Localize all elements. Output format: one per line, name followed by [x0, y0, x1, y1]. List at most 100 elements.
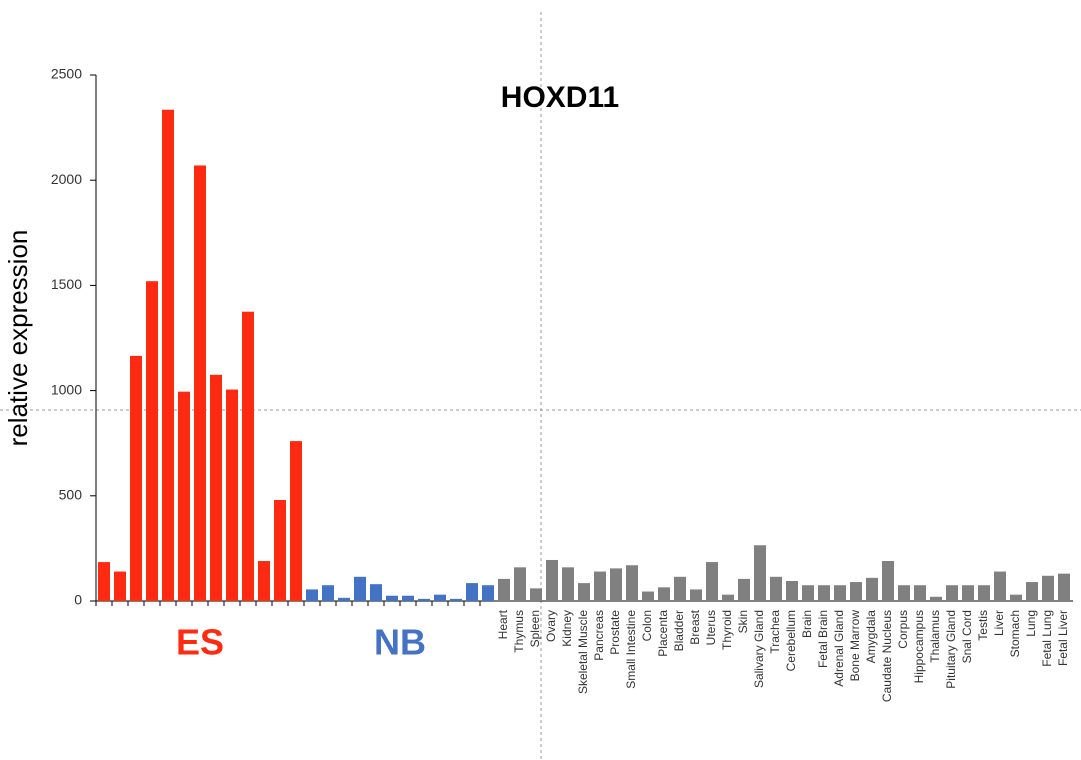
bar: [1042, 575, 1054, 601]
x-tick-label: Testis: [976, 610, 990, 641]
x-tick-label: Small Intestine: [624, 610, 638, 689]
bar: [194, 165, 206, 602]
bar: [1058, 573, 1070, 601]
y-tick-label: 500: [59, 487, 83, 503]
bar: [722, 594, 734, 601]
bar: [130, 355, 142, 601]
bar: [162, 109, 174, 601]
bar: [98, 562, 110, 601]
x-tick-label: Prostate: [608, 610, 622, 655]
bar: [338, 597, 350, 601]
bar: [578, 583, 590, 601]
bar: [898, 585, 910, 601]
bar: [658, 587, 670, 601]
bar: [258, 561, 270, 601]
y-tick-label: 2000: [51, 171, 82, 187]
bar: [626, 565, 638, 601]
bar: [946, 585, 958, 601]
bar: [354, 576, 366, 601]
x-tick-label: Bone Marrow: [848, 610, 862, 682]
bar: [930, 596, 942, 601]
x-tick-label: Skeletal Muscle: [576, 610, 590, 694]
y-tick-label: 2500: [51, 66, 82, 82]
bar: [690, 589, 702, 601]
bar: [514, 567, 526, 601]
x-tick-label: Uterus: [704, 610, 718, 645]
x-tick-label: Trachea: [768, 610, 782, 654]
group-label: NB: [374, 622, 426, 663]
bar: [146, 281, 158, 601]
bar: [818, 585, 830, 601]
bar: [978, 585, 990, 601]
x-tick-label: Snal Cord: [960, 610, 974, 663]
bar: [706, 562, 718, 601]
x-tick-label: Bladder: [672, 610, 686, 651]
y-tick-label: 1500: [51, 276, 82, 292]
x-tick-label: Thalamus: [928, 610, 942, 663]
bar: [802, 585, 814, 601]
bar: [306, 589, 318, 601]
bar: [418, 598, 430, 601]
bar: [530, 588, 542, 601]
bar: [386, 595, 398, 601]
x-tick-label: Brain: [800, 610, 814, 638]
bar: [642, 591, 654, 601]
bar: [450, 598, 462, 601]
bar: [178, 391, 190, 601]
x-tick-label: Thyroid: [720, 610, 734, 650]
bar: [594, 571, 606, 601]
x-tick-label: Kidney: [560, 610, 574, 647]
x-tick-label: Spleen: [528, 610, 542, 647]
bar: [882, 561, 894, 601]
bar: [242, 311, 254, 601]
bar: [850, 582, 862, 601]
x-tick-label: Cerebellum: [784, 610, 798, 671]
x-tick-label: Liver: [992, 610, 1006, 636]
bar: [290, 441, 302, 601]
bar: [434, 594, 446, 601]
bar: [1010, 594, 1022, 601]
x-tick-label: Caudate Nucleus: [880, 610, 894, 702]
bar: [562, 567, 574, 601]
x-tick-label: Amygdala: [864, 610, 878, 664]
x-tick-label: Skin: [736, 610, 750, 633]
x-tick-label: Ovary: [544, 610, 558, 642]
x-tick-label: Fetal Brain: [816, 610, 830, 668]
x-tick-label: Heart: [496, 609, 510, 639]
bar: [786, 581, 798, 601]
x-tick-label: Colon: [640, 610, 654, 641]
x-tick-label: Lung: [1024, 610, 1038, 637]
bar: [770, 576, 782, 601]
x-tick-label: Salivary Gland: [752, 610, 766, 688]
x-tick-label: Corpus: [896, 610, 910, 649]
y-axis-label: relative expression: [3, 230, 33, 447]
bar: [210, 374, 222, 601]
bar: [610, 568, 622, 601]
bar: [498, 578, 510, 601]
bar: [322, 585, 334, 601]
x-tick-label: Fetal Liver: [1056, 610, 1070, 666]
bar: [370, 584, 382, 601]
bar: [226, 389, 238, 601]
bar: [994, 571, 1006, 601]
bar: [482, 585, 494, 601]
x-tick-label: Fetal Lung: [1040, 610, 1054, 667]
bar: [914, 585, 926, 601]
group-label: ES: [176, 622, 224, 663]
bar: [738, 578, 750, 601]
y-tick-label: 1000: [51, 381, 82, 397]
bar: [866, 577, 878, 601]
x-tick-label: Thymus: [512, 610, 526, 653]
bar: [674, 576, 686, 601]
x-tick-label: Stomach: [1008, 610, 1022, 657]
bar: [754, 545, 766, 601]
x-tick-label: Breast: [688, 609, 702, 644]
x-tick-label: Adrenal Gland: [832, 610, 846, 687]
bar: [962, 585, 974, 601]
bar: [1026, 582, 1038, 601]
bar: [546, 559, 558, 601]
x-tick-label: Placenta: [656, 610, 670, 657]
bar: [402, 595, 414, 601]
chart-title: HOXD11: [501, 81, 619, 114]
